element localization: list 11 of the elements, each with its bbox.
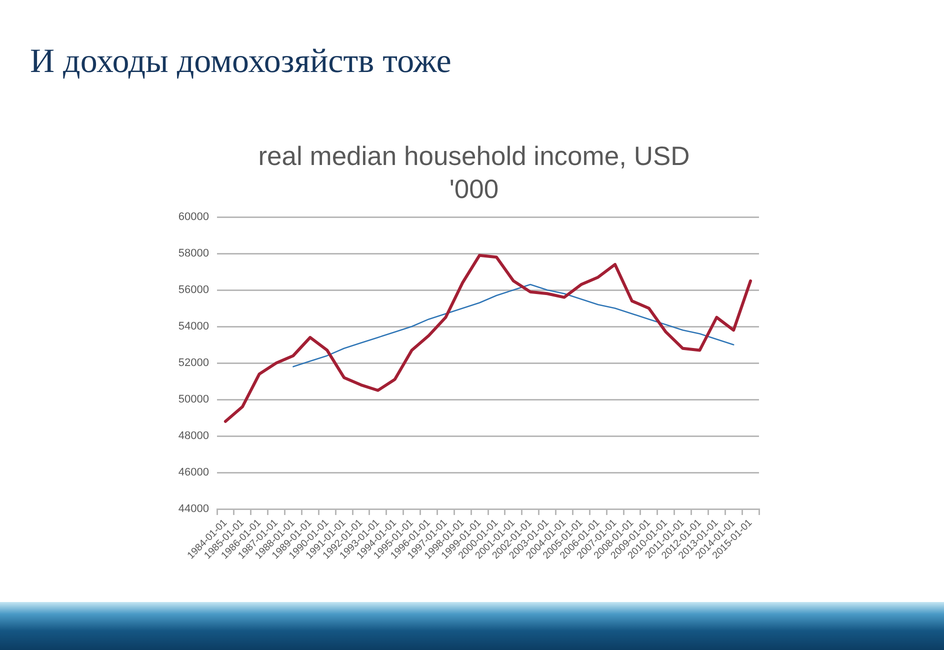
y-tick-label: 60000 bbox=[178, 211, 209, 224]
y-tick-label: 50000 bbox=[178, 394, 209, 406]
y-tick-label: 56000 bbox=[178, 284, 209, 296]
chart-subtitle: real median household income, USD '000 bbox=[257, 140, 691, 206]
y-tick-label: 46000 bbox=[178, 466, 209, 479]
y-tick-label: 52000 bbox=[178, 357, 209, 370]
y-tick-label: 44000 bbox=[178, 503, 209, 516]
chart-title: И доходы домохозяйств тоже bbox=[30, 43, 452, 81]
y-tick-label: 58000 bbox=[178, 248, 209, 260]
y-tick-label: 54000 bbox=[178, 320, 209, 333]
y-tick-label: 48000 bbox=[178, 430, 209, 442]
